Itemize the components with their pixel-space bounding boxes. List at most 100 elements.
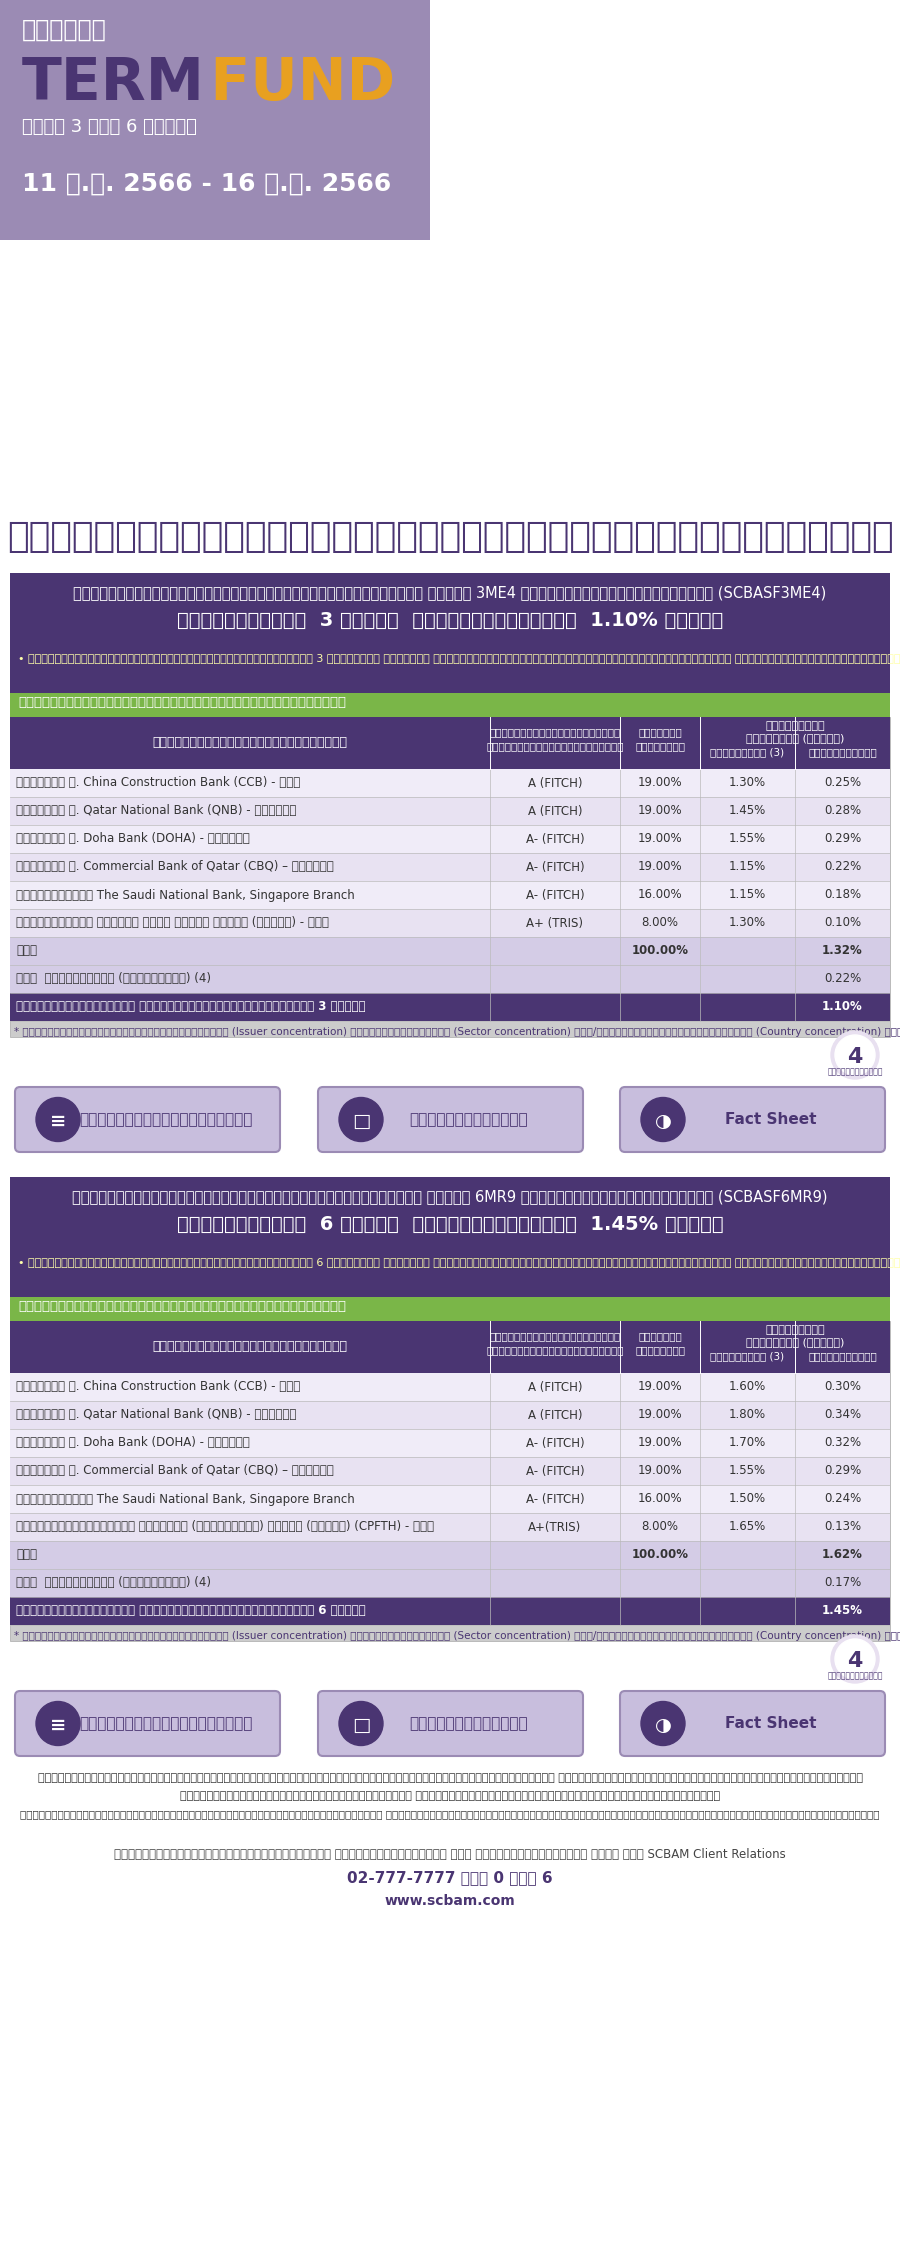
Text: 19.00%: 19.00% [638,832,682,846]
Bar [10,1322,890,1641]
Text: 0.25%: 0.25% [824,778,861,789]
Text: ตราสารที่กองทุนคาดว่าลงทุน: ตราสารที่กองทุนคาดว่าลงทุน [152,737,347,750]
Text: หัก  ค่าใช้จ่าย (โดยประมาณ) (4): หัก ค่าใช้จ่าย (โดยประมาณ) (4) [16,1576,211,1589]
Circle shape [835,1639,875,1680]
Bar [10,1374,890,1401]
Text: 16.00%: 16.00% [638,1492,682,1505]
Bar [10,1596,890,1625]
Text: • ผู้ลงทุนไม่สามารถขายคืนหน่วยลงทุนในช่วงเวลา 6 เดือนได้ ดังนั้น หากมีปัจจัยลบที: • ผู้ลงทุนไม่สามารถขายคืนหน่วยลงทุนในช่ว… [18,1256,900,1267]
Text: 1.10%: 1.10% [822,1000,863,1013]
Text: สอบถามรายละเอียดเพิ่มเติมได้ที่ ธนาคารไทยพาณิชย์ และ ผู้แนะนำการลงทุน หรือ โทร S: สอบถามรายละเอียดเพิ่มเติมได้ที่ ธนาคารไท… [114,1848,786,1861]
Bar [10,909,890,936]
Circle shape [36,1703,80,1746]
Text: ระยะยาวของผู้ออกตราสาร: ระยะยาวของผู้ออกตราสาร [486,1344,624,1356]
Text: A (FITCH): A (FITCH) [527,778,582,789]
FancyBboxPatch shape [620,1691,885,1757]
Text: เงินฝาก ธ. Commercial Bank of Qatar (CBQ) – กาตาร์: เงินฝาก ธ. Commercial Bank of Qatar (CBQ… [16,861,334,873]
Text: □: □ [352,1111,370,1131]
Text: หนังสือชี้ชวน: หนังสือชี้ชวน [410,1113,527,1127]
Text: A- (FITCH): A- (FITCH) [526,1437,584,1449]
Text: 0.30%: 0.30% [824,1381,861,1394]
Text: A+ (TRIS): A+ (TRIS) [526,916,583,929]
Text: 1.15%: 1.15% [729,889,766,902]
Text: TERM: TERM [22,54,205,111]
Text: A- (FITCH): A- (FITCH) [526,861,584,873]
Text: กองทุนเปิดไทยพาณิชย์ตราสารหนี้ต่างประเทศ เอเอส 6MR9 ห้ามขายผู้ลงทุนรายย่อย (SCBA: กองทุนเปิดไทยพาณิชย์ตราสารหนี้ต่างประเทศ… [72,1188,828,1204]
Text: กองทุน: กองทุน [22,18,107,43]
Text: การลงทุน: การลงทุน [635,1344,685,1356]
Text: ≡: ≡ [50,1716,67,1734]
Text: ลงทุนประมาณ  3 เดือน  ผลตอบแทนประมาณ  1.10% ต่อปี: ลงทุนประมาณ 3 เดือน ผลตอบแทนประมาณ 1.10%… [177,612,723,630]
Text: 100.00%: 100.00% [632,1548,688,1562]
Text: 8.00%: 8.00% [642,1521,679,1532]
Text: ปีแห่งกองทุน: ปีแห่งกองทุน [827,1068,883,1077]
Bar [10,1297,890,1322]
Bar [10,852,890,882]
Text: และสามารถขอรับหนังสือชี้ชวนส่วนสรุปข้อมูลสำคัญของกองทุนรวม โดยไม่ให้ทำองรอรับหนั: และสามารถขอรับหนังสือชี้ชวนส่วนสรุปข้อมู… [20,1809,880,1818]
Text: Fact Sheet: Fact Sheet [724,1113,816,1127]
Circle shape [641,1097,685,1143]
Bar [0,0,430,240]
Bar [10,716,890,769]
Text: ตราสารที่กองทุนคาดว่าลงทุน: ตราสารที่กองทุนคาดว่าลงทุน [152,1340,347,1353]
Text: A (FITCH): A (FITCH) [527,1408,582,1421]
Text: 1.45%: 1.45% [822,1605,863,1616]
Bar [10,1428,890,1458]
Text: 0.34%: 0.34% [824,1408,861,1421]
Text: 19.00%: 19.00% [638,805,682,818]
Text: 0.17%: 0.17% [824,1576,861,1589]
FancyBboxPatch shape [318,1086,583,1152]
Text: สัดส่วน: สัดส่วน [638,728,682,737]
Bar [10,1322,890,1374]
Text: ผลตอบแทน (ต่อปี): ผลตอบแทน (ต่อปี) [746,1338,844,1347]
Bar [10,993,890,1020]
Text: รายละเอียดเพิ่มเติม: รายละเอียดเพิ่มเติม [79,1113,252,1127]
Text: เงินฝาก ธ. Qatar National Bank (QNB) - กาตาร์: เงินฝาก ธ. Qatar National Bank (QNB) - ก… [16,1408,296,1421]
Text: ≡: ≡ [50,1111,67,1131]
FancyBboxPatch shape [15,1086,280,1152]
Bar [10,936,890,966]
Text: A- (FITCH): A- (FITCH) [526,889,584,902]
Text: 1.55%: 1.55% [729,832,766,846]
Text: 0.22%: 0.22% [824,973,861,986]
Text: • ผู้ลงทุนไม่สามารถขายคืนหน่วยลงทุนในช่วงเวลา 3 เดือนได้ ดังนั้น หากมีปัจจัยลบที: • ผู้ลงทุนไม่สามารถขายคืนหน่วยลงทุนในช่ว… [18,653,900,662]
Text: ◑: ◑ [654,1111,671,1131]
Text: 19.00%: 19.00% [638,778,682,789]
Bar [10,825,890,852]
Text: ปีแห่งกองทุน: ปีแห่งกองทุน [827,1671,883,1680]
Text: 0.10%: 0.10% [824,916,861,929]
Text: รวม: รวม [16,945,37,957]
Bar [10,966,890,993]
Text: ผู้ลงทุนควรทำความเข้าใจลักษณะสินค้า เงื่อนไขผลตอบแทนและความเสี่ยงก่อนตัดสินใจลงท: ผู้ลงทุนควรทำความเข้าใจลักษณะสินค้า เงื่… [180,1791,720,1800]
Text: เงินฝาก ธ. China Construction Bank (CCB) - จีน: เงินฝาก ธ. China Construction Bank (CCB)… [16,1381,301,1394]
Text: 1.50%: 1.50% [729,1492,766,1505]
Text: อันดับความน่าเชื่อถือ: อันดับความน่าเชื่อถือ [490,1331,621,1342]
Text: บัตรเงินฝาก The Saudi National Bank, Singapore Branch: บัตรเงินฝาก The Saudi National Bank, Sin… [16,889,355,902]
Bar [10,1512,890,1542]
Text: การลงทุน: การลงทุน [635,741,685,750]
Text: 8.00%: 8.00% [642,916,679,929]
Bar [10,1458,890,1485]
Text: 1.80%: 1.80% [729,1408,766,1421]
Text: จากการลงทุน: จากการลงทุน [808,1351,877,1360]
Text: 19.00%: 19.00% [638,1437,682,1449]
Circle shape [831,1031,879,1079]
FancyBboxPatch shape [620,1086,885,1152]
Text: ลงทุนประมาณ  6 เดือน  ผลตอบแทนประมาณ  1.45% ต่อปี: ลงทุนประมาณ 6 เดือน ผลตอบแทนประมาณ 1.45%… [176,1215,724,1233]
Text: 11 ม.ค. 2566 - 16 ม.ค. 2566: 11 ม.ค. 2566 - 16 ม.ค. 2566 [22,172,392,195]
Text: 4: 4 [847,1047,863,1068]
Text: อันดับความน่าเชื่อถือ: อันดับความน่าเชื่อถือ [490,728,621,737]
Text: 1.45%: 1.45% [729,805,766,818]
Text: เงินฝาก ธ. Qatar National Bank (QNB) - กาตาร์: เงินฝาก ธ. Qatar National Bank (QNB) - ก… [16,805,296,818]
Text: 0.32%: 0.32% [824,1437,861,1449]
Text: กองทุนเปิดไทยพาณิชย์ตราสารหนี้ต่างประเทศ เอเอส 3ME4 ห้ามขายผู้ลงทุนรายย่อย (SCBA: กองทุนเปิดไทยพาณิชย์ตราสารหนี้ต่างประเทศ… [74,585,826,601]
Text: 16.00%: 16.00% [638,889,682,902]
Text: 0.22%: 0.22% [824,861,861,873]
Text: กองทุนรวมที่เสนอขายเฉพาะผู้มีเงินลงทุนสูง: กองทุนรวมที่เสนอขายเฉพาะผู้มีเงินลงทุนสู… [18,1299,346,1313]
Text: 0.13%: 0.13% [824,1521,861,1532]
Text: ◑: ◑ [654,1716,671,1734]
Bar [10,769,890,798]
Bar [10,1401,890,1428]
Circle shape [36,1097,80,1143]
Bar [10,574,890,694]
